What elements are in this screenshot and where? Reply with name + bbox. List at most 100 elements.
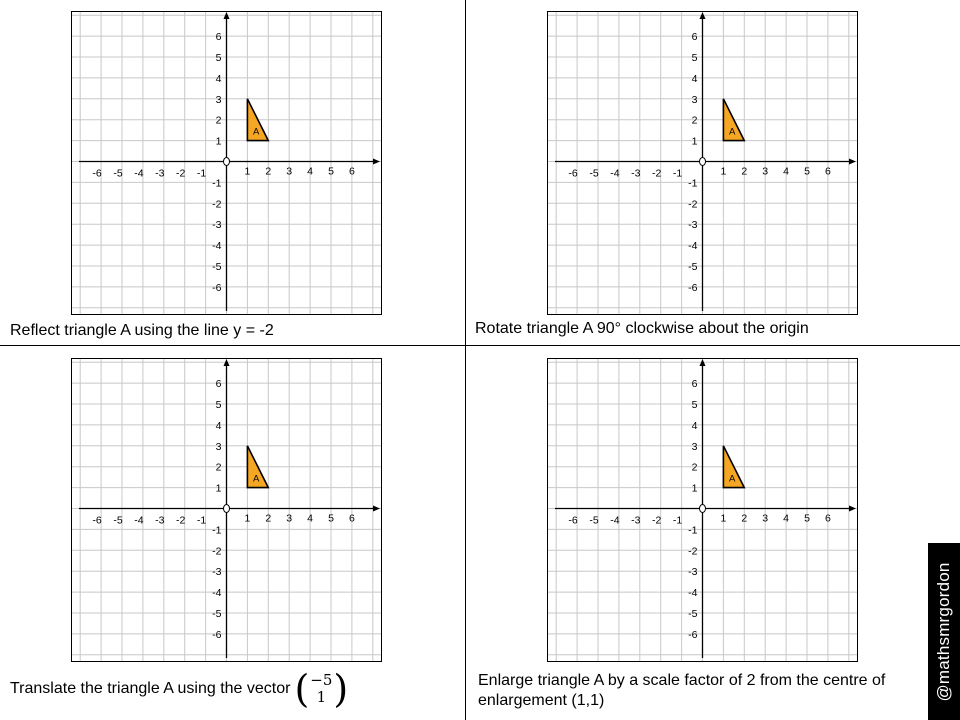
y-tick-label: -2 [212, 545, 221, 557]
origin-marker [223, 504, 230, 513]
triangle-a-label: A [729, 473, 736, 484]
y-tick-label: -2 [688, 545, 697, 557]
y-tick-label: -3 [688, 566, 697, 578]
x-tick-label: -2 [652, 515, 661, 527]
x-tick-label: -1 [673, 515, 682, 527]
y-axis-arrow [699, 359, 706, 366]
y-tick-label: -1 [688, 177, 697, 189]
y-tick-label: -5 [688, 261, 697, 273]
x-tick-label: 5 [804, 513, 810, 525]
x-tick-label: -6 [568, 515, 577, 527]
x-tick-label: -6 [92, 515, 101, 527]
y-tick-label: 6 [692, 31, 698, 43]
y-tick-label: 3 [216, 441, 222, 453]
x-tick-label: 5 [804, 166, 810, 178]
y-tick-label: 2 [692, 462, 698, 474]
x-tick-label: 4 [307, 166, 313, 178]
vector-open-paren: ( [294, 667, 310, 711]
triangle-a [722, 98, 746, 142]
x-tick-label: 4 [783, 513, 789, 525]
x-axis-arrow [849, 505, 856, 512]
y-tick-label: 4 [692, 420, 698, 432]
y-tick-label: 3 [216, 94, 222, 106]
coordinate-grid: -6 -5 -4 -3 -2 -1 1 2 3 4 5 6 6 5 4 3 2 1 -1 -2 -3 -4 -5 -6 A [71, 11, 382, 315]
x-tick-label: 4 [307, 513, 313, 525]
x-tick-label: -2 [652, 168, 661, 180]
x-tick-label: 5 [328, 513, 334, 525]
y-tick-label: -6 [688, 629, 697, 641]
x-tick-label: 3 [762, 513, 768, 525]
y-tick-label: 2 [216, 462, 222, 474]
x-tick-label: 2 [265, 166, 271, 178]
x-tick-label: -3 [631, 168, 640, 180]
y-axis-arrow [699, 12, 706, 19]
triangle-a [246, 98, 270, 142]
x-tick-label: -4 [134, 168, 143, 180]
y-tick-label: 4 [216, 420, 222, 432]
x-tick-label: -1 [197, 515, 206, 527]
y-tick-label: -4 [688, 240, 697, 252]
y-tick-label: 1 [216, 136, 222, 148]
translation-vector: ( −5 1 ) [294, 670, 348, 708]
x-axis-arrow [849, 158, 856, 165]
triangle-a-label: A [253, 126, 260, 137]
y-tick-label: -2 [212, 198, 221, 210]
y-tick-label: 2 [216, 115, 222, 127]
origin-marker [699, 504, 706, 513]
x-tick-label: 1 [244, 513, 250, 525]
y-tick-label: 3 [692, 94, 698, 106]
x-tick-label: 1 [720, 166, 726, 178]
y-tick-label: 5 [216, 52, 222, 64]
x-tick-label: -5 [589, 168, 598, 180]
x-tick-label: 2 [741, 513, 747, 525]
triangle-a-label: A [729, 126, 736, 137]
x-tick-label: 6 [349, 166, 355, 178]
y-tick-label: -5 [688, 608, 697, 620]
y-tick-label: 1 [692, 483, 698, 495]
horizontal-divider [0, 345, 960, 346]
x-tick-label: -4 [610, 168, 619, 180]
y-tick-label: 6 [216, 378, 222, 390]
vector-close-paren: ) [333, 667, 349, 711]
x-tick-label: -2 [176, 515, 185, 527]
x-tick-label: -6 [92, 168, 101, 180]
coordinate-grid: -6 -5 -4 -3 -2 -1 1 2 3 4 5 6 6 5 4 3 2 1 -1 -2 -3 -4 -5 -6 A [547, 11, 858, 315]
triangle-a [722, 445, 746, 489]
author-handle-banner: @mathsmrgordon [928, 543, 960, 720]
coordinate-grid: -6 -5 -4 -3 -2 -1 1 2 3 4 5 6 6 5 4 3 2 1 -1 -2 -3 -4 -5 -6 A [547, 358, 858, 662]
x-tick-label: 6 [825, 166, 831, 178]
y-tick-label: -4 [212, 240, 221, 252]
y-axis-arrow [223, 12, 230, 19]
x-tick-label: 3 [286, 166, 292, 178]
origin-marker [223, 157, 230, 166]
x-axis-arrow [373, 505, 380, 512]
y-tick-label: 4 [692, 73, 698, 85]
question-reflect: Reflect triangle A using the line y = -2 [10, 322, 274, 339]
grid-panel-enlarge: -6 -5 -4 -3 -2 -1 1 2 3 4 5 6 6 5 4 3 2 1 -1 -2 -3 -4 -5 -6 A [547, 358, 858, 662]
y-tick-label: -4 [688, 587, 697, 599]
y-tick-label: -6 [688, 282, 697, 294]
triangle-a [246, 445, 270, 489]
x-tick-label: -4 [610, 515, 619, 527]
x-tick-label: -6 [568, 168, 577, 180]
x-tick-label: -1 [673, 168, 682, 180]
x-tick-label: -5 [113, 515, 122, 527]
x-tick-label: -4 [134, 515, 143, 527]
question-translate-text: Translate the triangle A using the vecto… [10, 680, 291, 697]
y-tick-label: 1 [216, 483, 222, 495]
y-tick-label: 5 [216, 399, 222, 411]
x-tick-label: 3 [762, 166, 768, 178]
y-tick-label: -1 [212, 524, 221, 536]
y-tick-label: 2 [692, 115, 698, 127]
triangle-a-label: A [253, 473, 260, 484]
origin-marker [699, 157, 706, 166]
question-enlarge: Enlarge triangle A by a scale factor of … [478, 672, 886, 709]
grid-panel-rotate: -6 -5 -4 -3 -2 -1 1 2 3 4 5 6 6 5 4 3 2 1 -1 -2 -3 -4 -5 -6 A [547, 11, 858, 315]
grid-panel-translate: -6 -5 -4 -3 -2 -1 1 2 3 4 5 6 6 5 4 3 2 1 -1 -2 -3 -4 -5 -6 A [71, 358, 382, 662]
x-tick-label: 2 [741, 166, 747, 178]
x-tick-label: -3 [155, 168, 164, 180]
question-rotate: Rotate triangle A 90° clockwise about th… [475, 320, 809, 337]
y-tick-label: -6 [212, 282, 221, 294]
x-tick-label: 1 [244, 166, 250, 178]
y-tick-label: -3 [212, 566, 221, 578]
